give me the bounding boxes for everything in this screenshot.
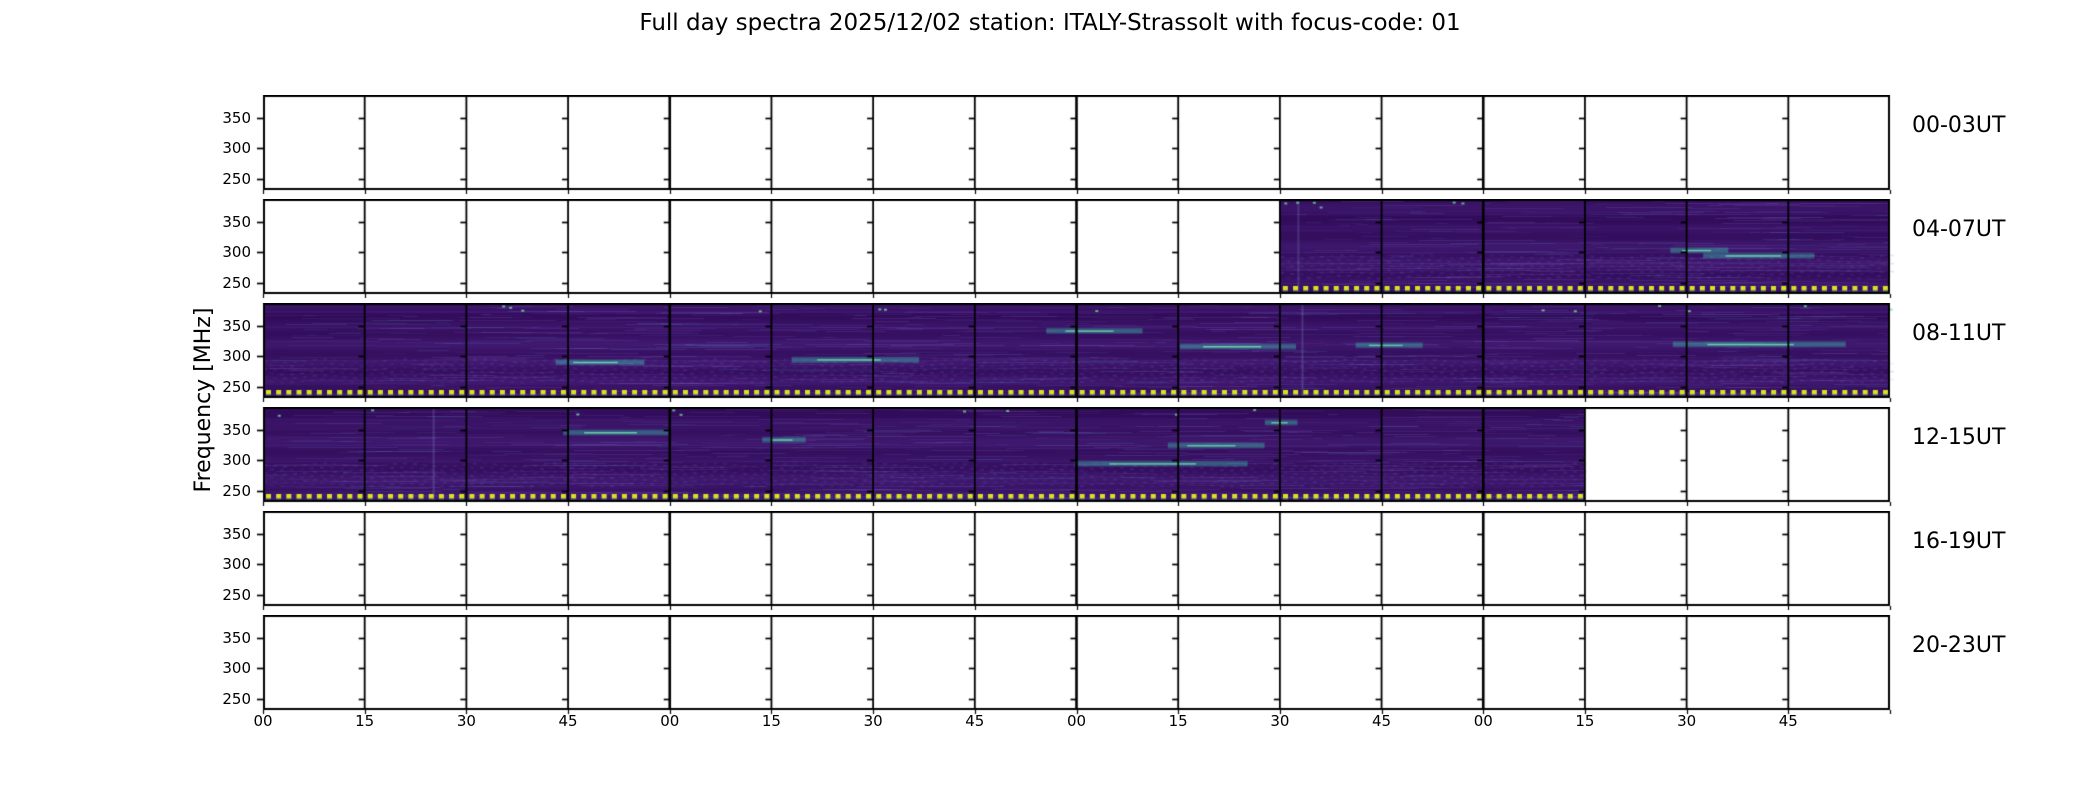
spectrogram-row-canvas [251, 615, 1902, 718]
x-tick-label: 00 [253, 712, 273, 730]
y-tick-label: 300 [222, 139, 251, 158]
x-tick-label: 00 [1473, 712, 1493, 730]
row-time-label: 16-19UT [1912, 529, 2006, 554]
spectrogram-row-canvas [251, 303, 1902, 406]
y-tick-label: 250 [222, 585, 251, 604]
x-tick-label: 15 [355, 712, 375, 730]
x-tick-label: 15 [761, 712, 781, 730]
x-tick-label: 30 [1270, 712, 1290, 730]
spectrogram-row-canvas [251, 511, 1902, 614]
y-tick-label: 250 [222, 377, 251, 396]
x-tick-label: 15 [1575, 712, 1595, 730]
row-time-label: 04-07UT [1912, 217, 2006, 242]
x-tick-label: 45 [965, 712, 985, 730]
y-tick-label: 350 [222, 317, 251, 336]
y-tick-label: 350 [222, 213, 251, 232]
row-time-label: 12-15UT [1912, 425, 2006, 450]
page-title: Full day spectra 2025/12/02 station: ITA… [639, 10, 1461, 36]
x-tick-label: 45 [1372, 712, 1392, 730]
x-tick-label: 30 [863, 712, 883, 730]
row-time-label: 08-11UT [1912, 321, 2006, 346]
y-tick-label: 250 [222, 273, 251, 292]
y-tick-label: 250 [222, 689, 251, 708]
y-tick-label: 350 [222, 109, 251, 128]
row-time-label: 20-23UT [1912, 633, 2006, 658]
spectrogram-row-canvas [251, 95, 1902, 198]
y-tick-label: 350 [222, 629, 251, 648]
x-tick-label: 30 [456, 712, 476, 730]
y-tick-label: 300 [222, 555, 251, 574]
x-tick-label: 00 [660, 712, 680, 730]
spectrogram-row-canvas [251, 199, 1902, 302]
y-tick-label: 300 [222, 347, 251, 366]
x-tick-label: 00 [1066, 712, 1087, 730]
x-tick-label: 45 [558, 712, 578, 730]
x-tick-label: 15 [1168, 712, 1188, 730]
y-tick-label: 250 [222, 169, 251, 188]
row-time-label: 00-03UT [1912, 113, 2006, 138]
y-tick-label: 350 [222, 421, 251, 440]
y-tick-label: 300 [222, 451, 251, 470]
y-tick-label: 350 [222, 525, 251, 544]
y-tick-label: 250 [222, 481, 251, 500]
y-tick-label: 300 [222, 659, 251, 678]
x-tick-label: 30 [1677, 712, 1697, 730]
y-tick-label: 300 [222, 243, 251, 262]
x-tick-label: 45 [1778, 712, 1798, 730]
spectrogram-row-canvas [251, 407, 1902, 510]
